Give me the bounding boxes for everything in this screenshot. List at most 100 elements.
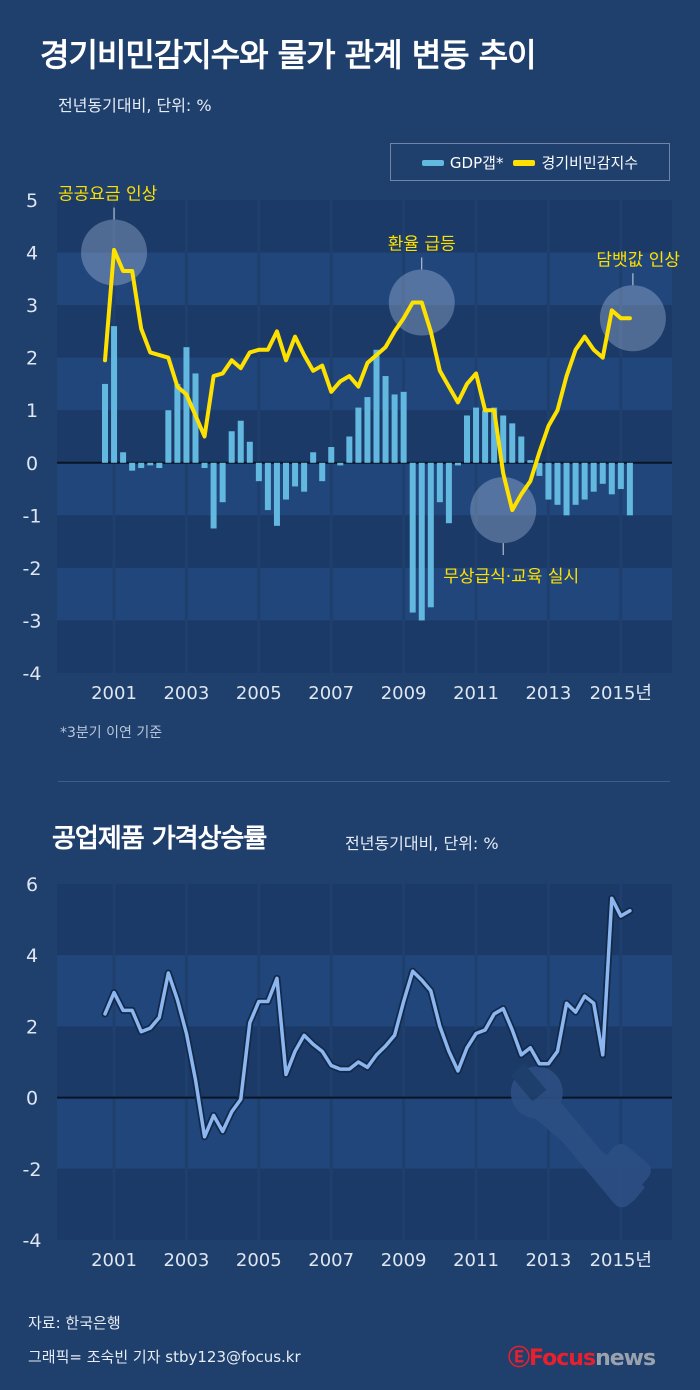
- chart-nonsensitive-index: 5 4 3 2 1 0 -1 -2 -3 -4 2001 2003 2005 2007 2009 2011 20…: [23, 185, 681, 704]
- gdp-gap-bar: [617, 462, 624, 490]
- annotation-label: 환율 급등: [388, 234, 456, 254]
- annotation-circle: [599, 285, 666, 352]
- gdp-gap-bar: [255, 462, 262, 482]
- grid-band: [57, 305, 672, 358]
- wrench-jaw: [510, 1063, 547, 1102]
- gdp-gap-bar: [427, 462, 434, 608]
- gdp-gap-bar: [120, 452, 127, 463]
- y-tick-label: 4: [26, 945, 38, 967]
- gdp-gap-bar: [283, 462, 289, 500]
- gdp-gap-bar: [454, 462, 461, 466]
- gdp-gap-bar: [111, 326, 118, 463]
- gdp-gap-bar: [364, 397, 371, 463]
- source-note: 자료: 한국은행: [28, 1314, 121, 1332]
- x-tick-label: 2011: [453, 1250, 499, 1271]
- legend: GDP갭* 경기비민감지수: [390, 143, 670, 181]
- y-tick-label: -2: [23, 1159, 42, 1181]
- legend-label: GDP갭*: [449, 153, 504, 172]
- x-tick-label: 2009: [381, 683, 427, 704]
- gdp-gap-bar: [482, 410, 489, 463]
- gdp-gap-bar: [237, 420, 244, 463]
- gdp-gap-bar: [337, 462, 344, 466]
- y-tick-label: 3: [26, 295, 38, 317]
- screwdriver-grip: [601, 1143, 651, 1192]
- gdp-gap-bar: [355, 407, 362, 463]
- gdp-gap-bar: [273, 462, 280, 526]
- grid-band: [57, 252, 672, 306]
- gdp-gap-bar: [464, 415, 470, 463]
- gdp-gap-bar: [599, 462, 606, 484]
- gdp-gap-bar: [264, 462, 271, 511]
- x-tick-label: 2007: [308, 1250, 354, 1271]
- x-tick-label: 2003: [163, 683, 209, 704]
- legend-label: 경기비민감지수: [541, 153, 639, 172]
- x-tick-label: 2013: [525, 1250, 571, 1271]
- gdp-gap-bar: [536, 462, 543, 476]
- gdp-gap-bar: [147, 462, 154, 466]
- index-line: [103, 247, 632, 513]
- gdp-gap-bar: [581, 462, 588, 500]
- page-subtitle: 전년동기대비, 단위: %: [58, 96, 212, 115]
- annotation-label: 담뱃값 인상: [596, 250, 680, 270]
- gdp-gap-bar: [156, 462, 163, 469]
- y-tick-label: -2: [23, 558, 42, 580]
- grid-band: [57, 884, 672, 956]
- gdp-gap-bar: [518, 436, 525, 463]
- gdp-gap-bar: [310, 452, 317, 463]
- gdp-gap-bar: [373, 349, 380, 463]
- chart-industrial-prices: 6 4 2 0 -2 -4 2001 2003 2005 2007 2009 2011 2013 2015…: [23, 874, 672, 1271]
- legend-item-gdp-gap: GDP갭*: [421, 152, 504, 173]
- footnote: *3분기 이연 기준: [60, 725, 163, 741]
- legend-swatch-line: [513, 160, 536, 166]
- x-tick-label: 2015년: [590, 1250, 652, 1271]
- x-tick-label: 2013: [525, 683, 571, 704]
- gdp-gap-bar: [491, 407, 498, 463]
- gdp-gap-bar: [301, 462, 308, 492]
- grid-band: [57, 515, 672, 568]
- gdp-gap-bar: [409, 462, 416, 613]
- x-tick-label: 2005: [236, 683, 282, 704]
- y-tick-label: -4: [23, 663, 42, 685]
- gdp-gap-bar: [246, 441, 253, 463]
- y-tick-label: -4: [23, 1230, 42, 1252]
- gdp-gap-bar: [572, 462, 579, 505]
- gdp-gap-bar: [418, 462, 425, 621]
- y-tick-label: 2: [26, 348, 38, 370]
- page-title: 경기비민감지수와 물가 관계 변동 추이: [40, 36, 537, 74]
- gdp-gap-bar: [328, 447, 335, 463]
- grid-band: [57, 955, 672, 1027]
- x-tick-label: 2003: [163, 1250, 209, 1271]
- gdp-gap-bar: [219, 462, 226, 503]
- x-tick-label: 2001: [91, 683, 137, 704]
- y-tick-label: 5: [26, 190, 38, 212]
- y-tick-label: 0: [26, 453, 38, 475]
- y-tick-label: -1: [23, 505, 42, 527]
- x-tick-label: 2015년: [590, 683, 652, 704]
- section-subtitle: 전년동기대비, 단위: %: [345, 834, 499, 853]
- grid-band: [57, 620, 672, 673]
- annotation-label: 무상급식·교육 실시: [443, 567, 579, 587]
- gdp-gap-bar: [391, 394, 398, 463]
- gdp-gap-bar: [165, 410, 172, 463]
- gdp-gap-bar: [445, 462, 452, 524]
- credit-note: 그래픽= 조숙빈 기자 stby123@focus.kr: [28, 1348, 301, 1366]
- gdp-gap-bar: [201, 462, 208, 469]
- gdp-gap-bar: [400, 391, 407, 463]
- gdp-gap-bar: [527, 460, 534, 463]
- y-tick-label: 4: [26, 243, 38, 265]
- gdp-gap-bar: [545, 462, 552, 500]
- x-tick-label: 2011: [453, 683, 499, 704]
- gdp-gap-bar: [473, 407, 480, 463]
- grid-band: [57, 200, 672, 253]
- gdp-gap-bar: [563, 462, 570, 516]
- y-tick-label: -3: [23, 610, 42, 632]
- divider: [58, 781, 670, 782]
- gdp-gap-bar: [382, 376, 389, 463]
- gdp-gap-bar: [319, 462, 326, 482]
- gdp-gap-bar: [590, 462, 597, 492]
- x-tick-label: 2005: [236, 1250, 282, 1271]
- gdp-gap-bar: [174, 383, 181, 463]
- gdp-gap-bar: [346, 436, 353, 463]
- section-title: 공업제품 가격상승률: [52, 824, 267, 854]
